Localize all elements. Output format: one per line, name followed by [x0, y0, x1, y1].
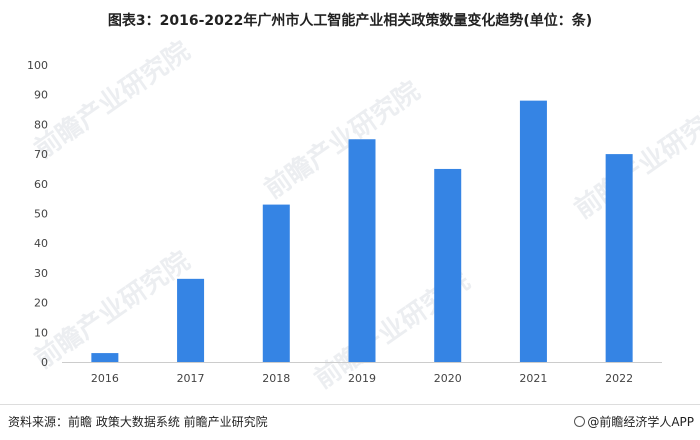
bar-chart: 0 10 20 30 40 50 60 70 80 90 100 2016 2017 2018 2019 20…: [27, 59, 662, 385]
source-note: 资料来源：前瞻 政策大数据系统 前瞻产业研究院: [8, 415, 268, 429]
bar-2016: [91, 353, 119, 362]
y-tick-label: 100: [27, 59, 48, 72]
y-tick-label: 60: [34, 178, 48, 191]
y-tick-label: 40: [34, 237, 48, 250]
x-tick-label: 2019: [348, 372, 376, 385]
divider: [0, 404, 700, 405]
y-tick-label: 20: [34, 297, 48, 310]
x-tick-label: 2022: [605, 372, 633, 385]
y-tick-label: 0: [41, 356, 48, 369]
x-tick-label: 2020: [434, 372, 462, 385]
bar-2020: [434, 168, 462, 362]
y-tick-label: 70: [34, 148, 48, 161]
x-tick-label: 2016: [91, 372, 119, 385]
bar-2017: [177, 278, 205, 362]
y-tick-label: 10: [34, 326, 48, 339]
bar-2018: [262, 204, 290, 362]
x-tick-label: 2018: [262, 372, 290, 385]
x-tick-label: 2017: [177, 372, 205, 385]
x-tick-label: 2021: [519, 372, 547, 385]
brand-label: @前瞻经济学人APP: [574, 413, 694, 430]
bar-2022: [605, 154, 633, 362]
chart-title: 图表3：2016-2022年广州市人工智能产业相关政策数量变化趋势(单位：条): [107, 13, 593, 29]
y-tick-label: 50: [34, 208, 48, 221]
y-tick-label: 80: [34, 118, 48, 131]
y-tick-label: 30: [34, 267, 48, 280]
brand-text: @前瞻经济学人APP: [587, 415, 694, 429]
bar-2019: [348, 139, 376, 362]
bar-2021: [519, 100, 547, 362]
y-tick-label: 90: [34, 89, 48, 102]
brand-logo-icon: [574, 416, 586, 427]
